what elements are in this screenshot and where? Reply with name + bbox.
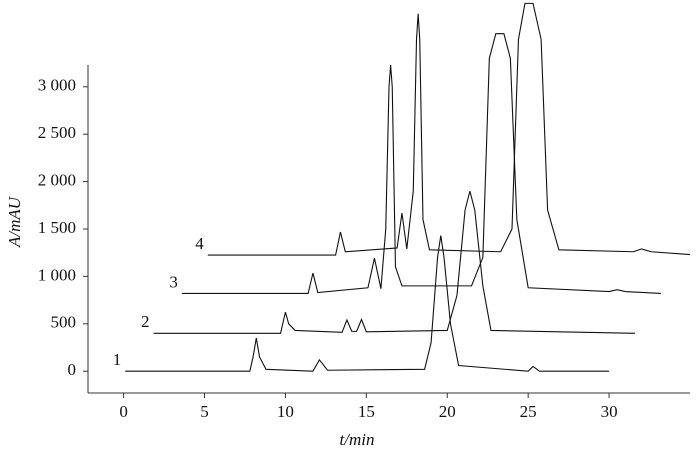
trace [181, 33, 661, 295]
y-tick-label: 0 [68, 360, 77, 379]
trace-label: 3 [169, 272, 178, 291]
y-tick-label: 2 500 [38, 123, 76, 142]
x-tick-label: 25 [520, 402, 537, 421]
x-tick-label: 5 [200, 402, 209, 421]
y-tick-label: 3 000 [38, 76, 76, 95]
y-tick-label: 500 [51, 313, 77, 332]
x-tick-label: 10 [277, 402, 294, 421]
trace-label: 4 [195, 234, 204, 253]
trace-label: 1 [113, 350, 122, 369]
trace [153, 190, 635, 334]
trace-label: 2 [141, 312, 150, 331]
y-tick-label: 2 000 [38, 171, 76, 190]
y-tick-label: 1 500 [38, 218, 76, 237]
y-axis-label: A/mAU [5, 195, 24, 248]
x-axis-label: t/min [340, 430, 375, 449]
x-tick-label: 20 [439, 402, 456, 421]
x-tick-label: 0 [119, 402, 128, 421]
trace [207, 2, 691, 256]
y-tick-label: 1 000 [38, 265, 76, 284]
x-tick-label: 30 [601, 402, 618, 421]
trace [125, 235, 610, 372]
x-tick-label: 15 [358, 402, 375, 421]
